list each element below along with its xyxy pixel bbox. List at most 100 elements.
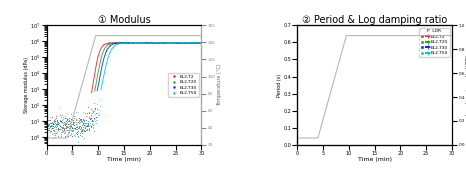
Point (370, 98, 377, 100)
Point (300, 30, 308, 32)
Point (307, 143, 315, 146)
Point (359, 116, 366, 119)
Point (431, 112, 438, 115)
Point (354, 118, 361, 121)
Point (357, 140, 365, 143)
Point (332, 143, 339, 146)
Point (382, 133, 390, 136)
Point (436, 111, 444, 114)
Point (445, 111, 452, 114)
Point (331, 143, 338, 146)
Point (302, 29, 309, 32)
Point (368, 115, 376, 118)
Point (438, 98, 445, 101)
Point (431, 141, 439, 144)
Point (327, 143, 334, 146)
Point (65, 125, 73, 128)
Point (306, 143, 314, 146)
Point (391, 101, 398, 104)
Point (400, 102, 408, 105)
Point (383, 134, 390, 137)
Point (395, 97, 402, 100)
Point (425, 98, 432, 101)
Point (337, 143, 345, 146)
Point (422, 113, 430, 115)
Point (418, 137, 425, 140)
Point (67, 124, 74, 127)
Point (299, 30, 307, 32)
Point (302, 30, 309, 32)
Point (323, 143, 330, 146)
Point (303, 143, 310, 146)
Point (79, 120, 86, 123)
Point (343, 42, 351, 45)
Point (332, 143, 339, 146)
Point (431, 99, 438, 102)
Point (391, 140, 398, 143)
Point (69, 129, 76, 132)
Point (313, 29, 320, 32)
Point (315, 28, 322, 31)
Point (390, 97, 397, 100)
Point (322, 143, 330, 146)
Point (447, 103, 455, 106)
Point (431, 102, 438, 105)
Point (389, 101, 396, 104)
Point (294, 28, 301, 31)
Point (330, 29, 337, 32)
Point (47, 119, 54, 122)
Point (441, 96, 449, 99)
Point (434, 111, 442, 114)
Point (294, 143, 302, 146)
Point (331, 143, 338, 146)
Point (400, 135, 408, 138)
Point (405, 97, 412, 100)
Point (347, 59, 355, 62)
Point (428, 109, 435, 112)
Point (365, 102, 373, 105)
Point (393, 102, 401, 105)
Point (409, 140, 417, 143)
Point (411, 141, 419, 144)
Point (411, 136, 419, 138)
Point (356, 140, 363, 143)
Point (334, 143, 341, 146)
Point (318, 28, 325, 30)
Point (379, 113, 387, 116)
Point (367, 103, 374, 106)
Point (388, 113, 395, 115)
Point (385, 96, 392, 99)
Point (426, 108, 433, 111)
Point (353, 138, 360, 141)
Point (400, 111, 408, 114)
Point (336, 32, 344, 35)
Point (317, 29, 324, 32)
Point (75, 118, 83, 121)
Point (87, 116, 94, 119)
Point (331, 29, 338, 32)
Point (437, 110, 444, 113)
Point (74, 135, 82, 138)
Point (410, 137, 417, 140)
Point (394, 139, 401, 142)
Point (369, 96, 376, 99)
Point (315, 143, 322, 146)
Point (393, 111, 401, 114)
Point (370, 132, 378, 134)
Point (399, 110, 407, 113)
Point (60, 129, 68, 132)
Point (340, 143, 347, 146)
Point (338, 31, 345, 34)
Point (328, 143, 335, 146)
Point (360, 139, 367, 142)
Point (366, 117, 373, 120)
Point (436, 140, 444, 143)
Point (348, 143, 356, 146)
Point (330, 143, 338, 146)
Point (397, 136, 404, 138)
Point (302, 143, 310, 146)
Point (365, 98, 372, 101)
Point (370, 98, 377, 101)
Point (395, 111, 403, 114)
Point (301, 143, 308, 146)
